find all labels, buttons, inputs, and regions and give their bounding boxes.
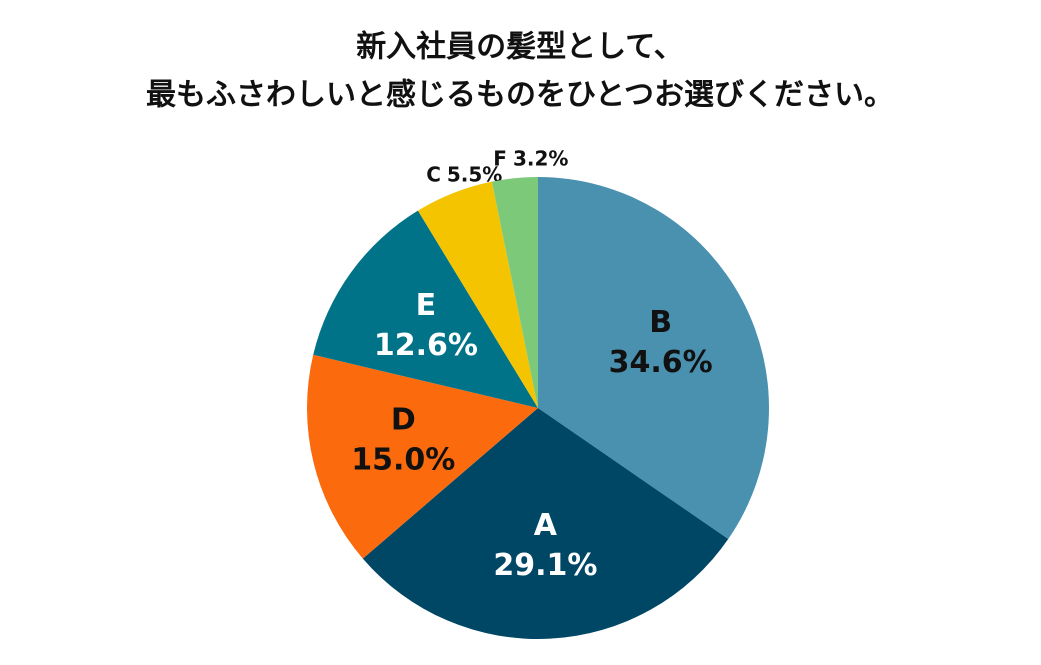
pie-slice: [491, 177, 538, 408]
slice-category: E: [416, 288, 437, 323]
slice-value-label: 15.0%: [351, 442, 455, 477]
chart-title: 新入社員の髪型として、: [356, 30, 684, 65]
chart-title: 最もふさわしいと感じるものをひとつお選びください。: [146, 78, 894, 113]
slice-value-label: 34.6%: [609, 345, 713, 380]
pie-slice: [362, 408, 729, 639]
pie-slice: [306, 354, 538, 559]
pie-slice: [538, 177, 769, 540]
slice-category: D: [391, 402, 416, 437]
pie-slice: [313, 210, 538, 408]
slice-category: F: [493, 146, 507, 170]
slice-category: B: [649, 305, 672, 340]
slice-value-label: 12.6%: [374, 328, 478, 363]
slice-category: C: [426, 162, 441, 186]
slice-value-label: 29.1%: [493, 548, 597, 583]
slice-category: A: [534, 508, 558, 543]
pie-slice: [417, 181, 538, 408]
slice-value-label: 3.2%: [513, 146, 568, 170]
